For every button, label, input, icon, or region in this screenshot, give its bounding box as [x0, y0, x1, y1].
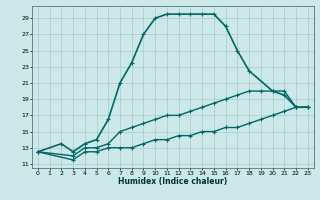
X-axis label: Humidex (Indice chaleur): Humidex (Indice chaleur)	[118, 177, 228, 186]
